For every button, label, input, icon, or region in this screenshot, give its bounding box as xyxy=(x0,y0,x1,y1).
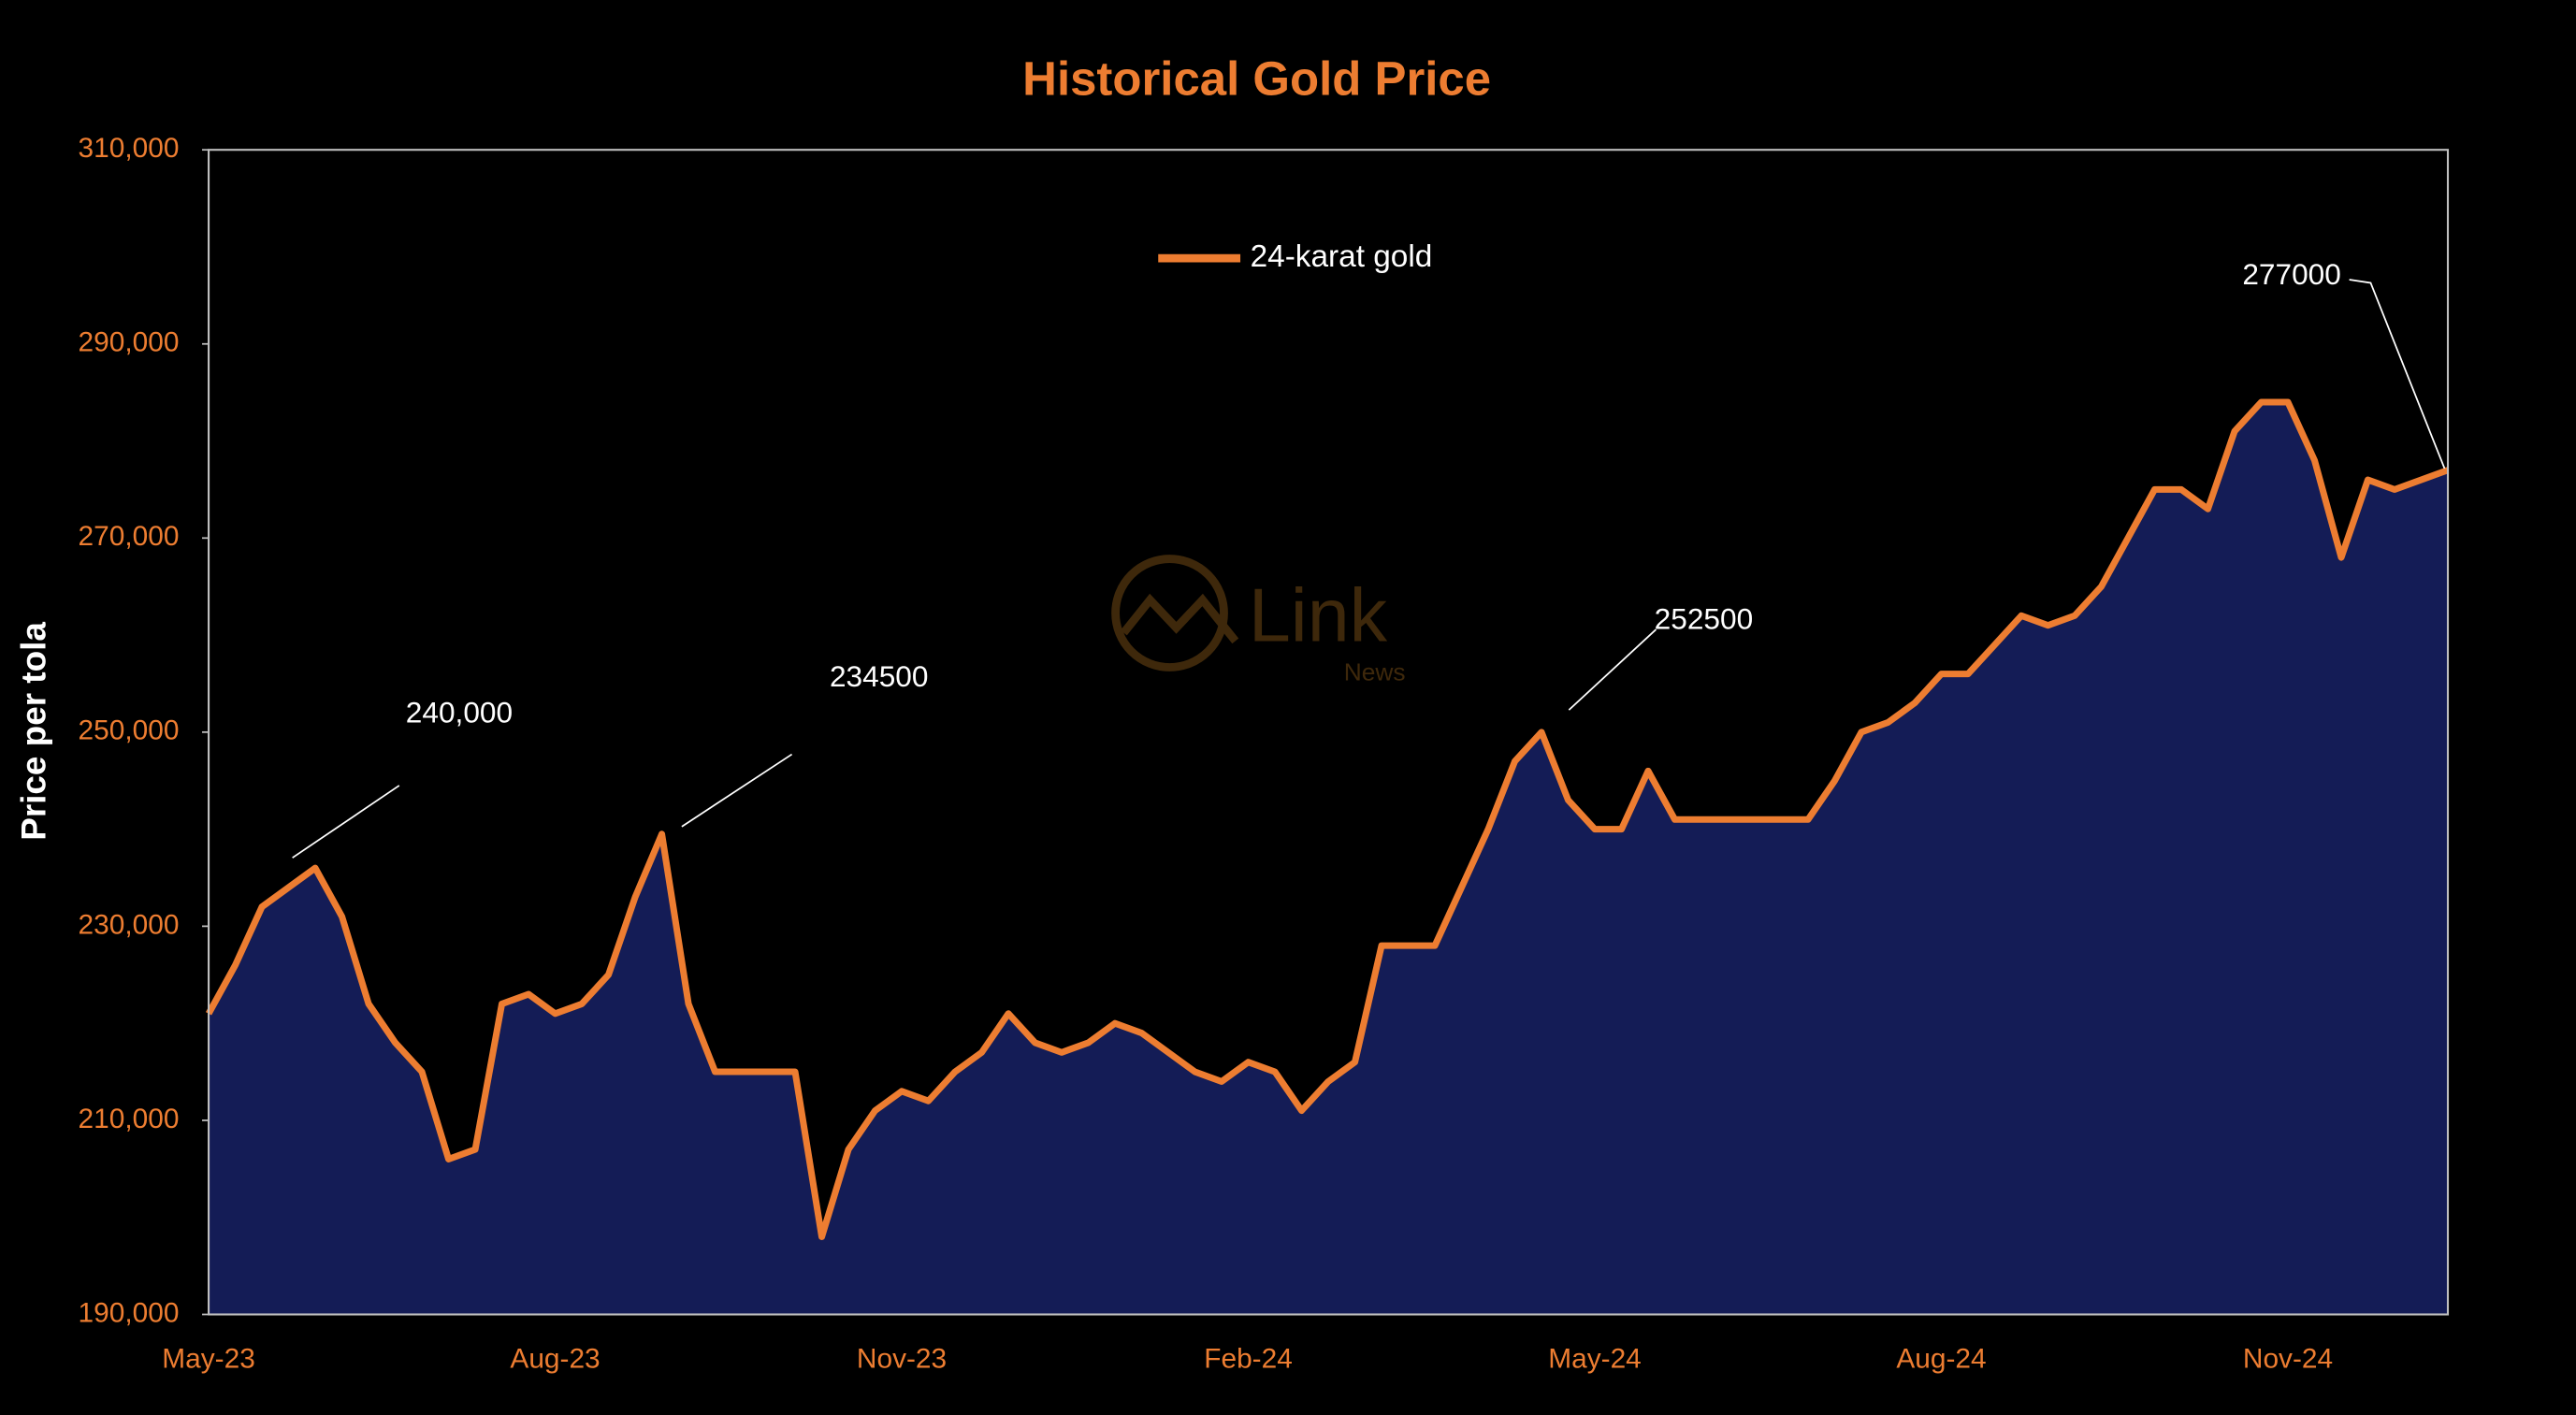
annotation-leader xyxy=(292,785,400,859)
watermark-subtext: News xyxy=(1344,657,1406,686)
x-tick-label: Aug-23 xyxy=(510,1344,600,1375)
annotation: 240,000 xyxy=(406,696,513,729)
annotation-leader xyxy=(1568,628,1657,711)
watermark-logo xyxy=(1120,593,1239,644)
y-tick-label: 190,000 xyxy=(79,1297,180,1328)
y-axis-label: Price per tola xyxy=(14,622,52,841)
annotation: 252500 xyxy=(1655,602,1753,636)
x-tick-label: May-23 xyxy=(162,1344,255,1375)
y-tick-label: 210,000 xyxy=(79,1104,180,1134)
y-tick-label: 310,000 xyxy=(79,133,180,164)
watermark: Link News xyxy=(1111,555,1406,686)
annotation: 277000 xyxy=(2242,257,2340,291)
y-tick-label: 270,000 xyxy=(79,521,180,552)
watermark-logo xyxy=(1111,555,1228,671)
y-tick-label: 290,000 xyxy=(79,327,180,358)
y-tick-label: 250,000 xyxy=(79,715,180,746)
x-tick-label: Aug-24 xyxy=(1896,1344,1986,1375)
line xyxy=(205,398,2450,1240)
plot-border xyxy=(208,149,2450,1316)
x-tick-label: Nov-24 xyxy=(2243,1344,2333,1375)
watermark-text: Link xyxy=(1249,574,1388,658)
chart-title: Historical Gold Price xyxy=(1022,52,1491,106)
x-tick-label: Feb-24 xyxy=(1204,1344,1293,1375)
annotation-leader xyxy=(681,753,793,828)
area xyxy=(209,402,2449,1315)
legend-label: 24-karat gold xyxy=(1251,239,1433,274)
x-tick-label: May-24 xyxy=(1548,1344,1642,1375)
annotation: 234500 xyxy=(830,659,928,693)
annotation-leader xyxy=(2349,279,2446,469)
y-tick-label: 230,000 xyxy=(79,909,180,940)
x-tick-label: Nov-23 xyxy=(857,1344,947,1375)
